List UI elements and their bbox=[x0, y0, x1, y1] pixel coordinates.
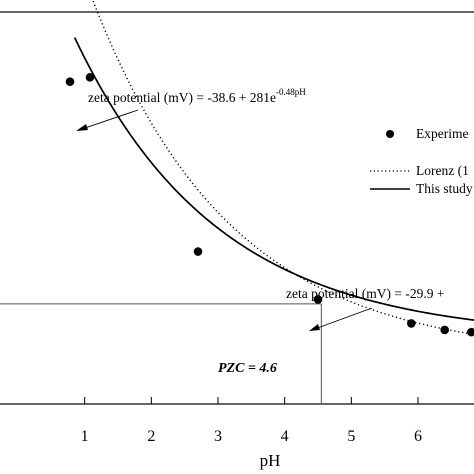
study-arrow-head bbox=[309, 324, 320, 331]
x-tick-label: 4 bbox=[281, 428, 289, 445]
lorenz-arrow-head bbox=[76, 124, 88, 131]
data-point bbox=[440, 325, 449, 335]
data-point bbox=[85, 73, 95, 82]
x-axis-label: pH bbox=[260, 451, 281, 470]
x-tick-label: 1 bbox=[81, 428, 89, 445]
data-points-group bbox=[65, 73, 474, 337]
data-point bbox=[65, 77, 75, 86]
x-tick-label: 2 bbox=[147, 428, 155, 445]
data-point bbox=[313, 295, 323, 304]
pzc-guide-lines bbox=[0, 303, 322, 404]
data-point bbox=[467, 327, 474, 337]
plot-frame bbox=[0, 11, 474, 405]
legend-label-experimental: Experime bbox=[416, 126, 468, 141]
study-annotation-arrow bbox=[311, 307, 373, 331]
x-tick-label: 3 bbox=[214, 428, 222, 445]
lorenz-equation-main: zeta potential (mV) = -38.6 + 281e bbox=[88, 90, 276, 105]
x-tick-label: 6 bbox=[414, 428, 422, 445]
this-study-curve bbox=[73, 37, 474, 321]
legend-label-lorenz: Lorenz (1 bbox=[416, 163, 469, 178]
lorenz-annotation-arrow bbox=[78, 109, 139, 131]
study-equation-annotation: zeta potential (mV) = -29.9 + bbox=[286, 286, 444, 301]
data-point bbox=[407, 319, 416, 328]
legend: Experime Lorenz (1 This study bbox=[370, 126, 473, 196]
legend-marker-experimental bbox=[386, 130, 394, 138]
data-point bbox=[193, 247, 203, 256]
lorenz-equation-exponent: -0.48pH bbox=[276, 87, 306, 97]
x-axis-ticks: 1 2 3 4 5 6 bbox=[81, 397, 422, 445]
x-tick-label: 5 bbox=[347, 428, 355, 445]
lorenz-curve bbox=[91, 0, 474, 336]
pzc-label: PZC = 4.6 bbox=[218, 361, 277, 376]
legend-label-study: This study bbox=[416, 181, 473, 196]
curves-group bbox=[73, 0, 474, 336]
lorenz-equation-annotation: zeta potential (mV) = -38.6 + 281e-0.48p… bbox=[88, 87, 306, 105]
